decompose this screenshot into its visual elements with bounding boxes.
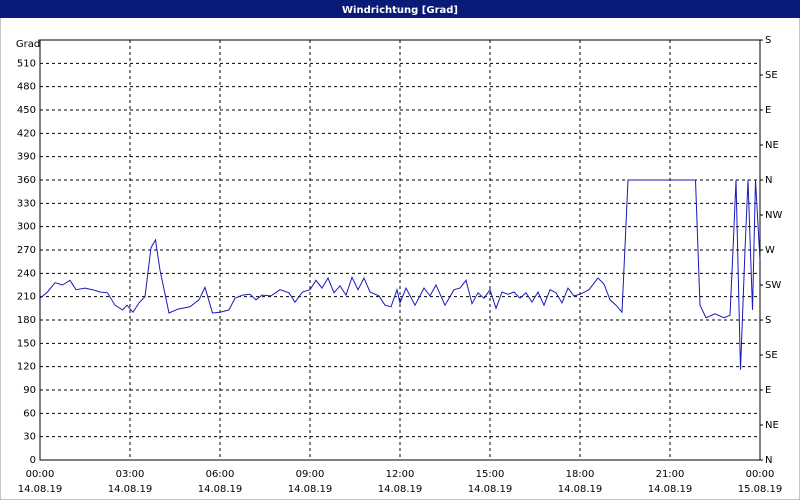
y2-tick-label: S xyxy=(765,35,771,46)
x-tick-date: 14.08.19 xyxy=(558,484,603,495)
x-tick-date: 14.08.19 xyxy=(378,484,423,495)
y-tick-label: 360 xyxy=(17,175,36,186)
y2-tick-label: E xyxy=(765,385,771,396)
y2-tick-label: N xyxy=(765,455,772,466)
y-tick-label: 420 xyxy=(17,128,36,139)
x-tick-label: 21:00 xyxy=(656,469,685,480)
chart-title: Windrichtung [Grad] xyxy=(342,5,458,16)
x-tick-label: 00:00 xyxy=(26,469,55,480)
data-line xyxy=(39,179,761,370)
y2-tick-label: W xyxy=(765,245,775,256)
x-tick-date: 14.08.19 xyxy=(648,484,693,495)
x-tick-label: 00:00 xyxy=(746,469,775,480)
y-tick-label: 210 xyxy=(17,292,36,303)
x-tick-label: 12:00 xyxy=(386,469,415,480)
y-axis-label: Grad xyxy=(16,39,40,50)
y2-tick-label: NE xyxy=(765,140,779,151)
y-tick-label: 120 xyxy=(17,362,36,373)
y-tick-label: 300 xyxy=(17,222,36,233)
x-tick-label: 18:00 xyxy=(566,469,595,480)
y-tick-label: 240 xyxy=(17,268,36,279)
y2-tick-label: N xyxy=(765,175,772,186)
y2-tick-label: NE xyxy=(765,420,779,431)
x-tick-date: 14.08.19 xyxy=(468,484,513,495)
y-tick-label: 150 xyxy=(17,338,36,349)
x-tick-date: 14.08.19 xyxy=(18,484,63,495)
y-tick-label: 330 xyxy=(17,198,36,209)
y2-tick-label: S xyxy=(765,315,771,326)
y2-tick-label: SW xyxy=(765,280,781,291)
x-tick-label: 15:00 xyxy=(476,469,505,480)
y-tick-label: 30 xyxy=(23,432,36,443)
y2-tick-label: SE xyxy=(765,70,778,81)
x-tick-date: 14.08.19 xyxy=(198,484,243,495)
y-tick-label: 390 xyxy=(17,152,36,163)
x-tick-date: 14.08.19 xyxy=(108,484,153,495)
x-tick-date: 15.08.19 xyxy=(738,484,783,495)
x-tick-date: 14.08.19 xyxy=(288,484,333,495)
y2-tick-label: SE xyxy=(765,350,778,361)
y2-tick-label: NW xyxy=(765,210,782,221)
y-tick-label: 480 xyxy=(17,82,36,93)
x-tick-label: 03:00 xyxy=(116,469,145,480)
y-tick-label: 60 xyxy=(23,408,36,419)
y-tick-label: 270 xyxy=(17,245,36,256)
y-tick-label: 180 xyxy=(17,315,36,326)
title-bar xyxy=(0,0,800,18)
y-tick-label: 510 xyxy=(17,58,36,69)
x-tick-label: 09:00 xyxy=(296,469,325,480)
y-tick-label: 450 xyxy=(17,105,36,116)
y2-tick-label: E xyxy=(765,105,771,116)
x-tick-label: 06:00 xyxy=(206,469,235,480)
y-tick-label: 0 xyxy=(30,455,36,466)
y-tick-label: 90 xyxy=(23,385,36,396)
